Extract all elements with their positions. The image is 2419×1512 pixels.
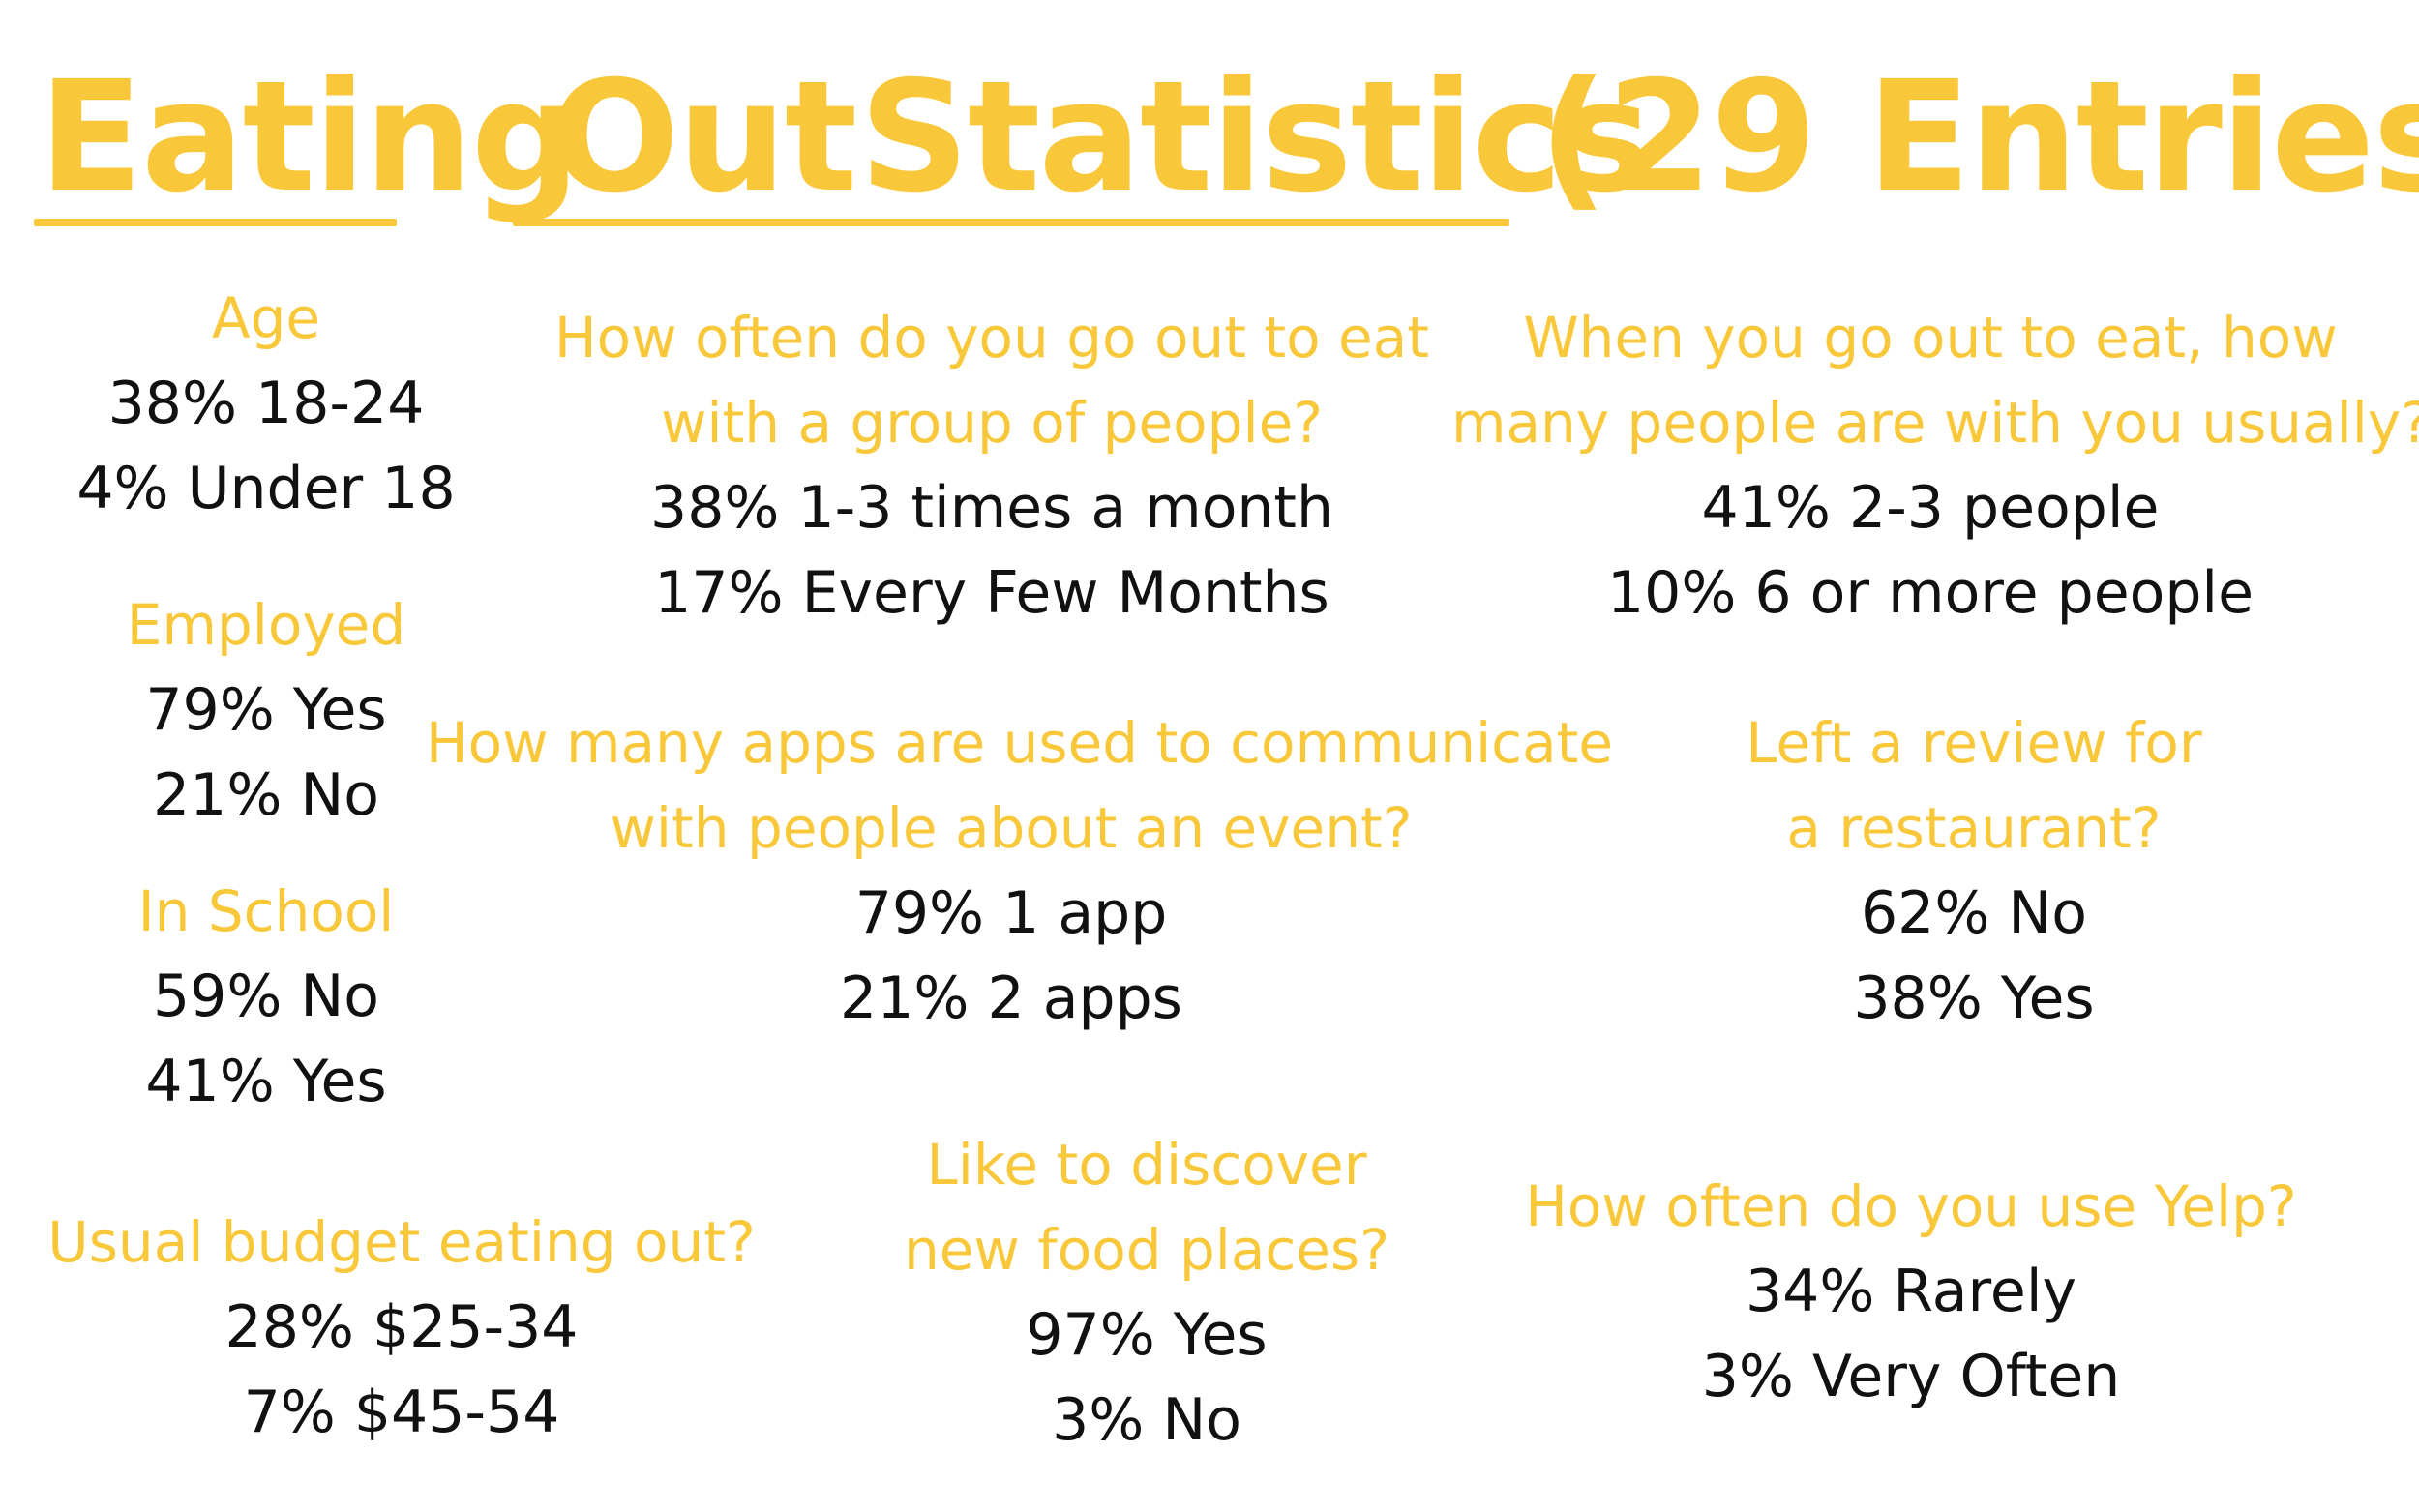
budget-section: Usual budget eating out? 28% $25-34 7% $…: [19, 1200, 784, 1455]
employed-answer-2: 21% No: [152, 761, 380, 829]
group-frequency-question-line-2: with a group of people?: [660, 390, 1324, 456]
review-section: Left a review for a restaurant? 62% No 3…: [1732, 700, 2216, 1041]
discover-question-line-2: new food places?: [903, 1217, 1389, 1283]
in-school-section: In School 59% No 41% Yes: [48, 869, 484, 1124]
apps-section: How many apps are used to communicate wi…: [426, 700, 1614, 1041]
review-answer-1: 62% No: [1860, 879, 2088, 947]
yelp-answer-2: 3% Very Often: [1701, 1343, 2121, 1410]
employed-answer-1: 79% Yes: [145, 676, 387, 744]
budget-question: Usual budget eating out?: [47, 1209, 756, 1275]
discover-answer-2: 3% No: [1052, 1386, 1241, 1454]
employed-section: Employed 79% Yes 21% No: [48, 582, 484, 838]
group-frequency-answer-2: 17% Every Few Months: [654, 559, 1329, 627]
group-frequency-section: How often do you go out to eat with a gr…: [537, 295, 1447, 636]
people-count-question-line-2: many people are with you usually?: [1451, 390, 2419, 456]
in-school-answer-1: 59% No: [152, 963, 380, 1030]
budget-answer-2: 7% $45-54: [243, 1379, 560, 1446]
people-count-answer-2: 10% 6 or more people: [1607, 559, 2254, 627]
people-count-section: When you go out to eat, how many people …: [1451, 295, 2419, 636]
review-question-line-2: a restaurant?: [1786, 795, 2162, 861]
apps-question-line-2: with people about an event?: [610, 795, 1413, 861]
people-count-answer-1: 41% 2-3 people: [1701, 474, 2160, 542]
discover-question-line-1: Like to discover: [926, 1132, 1367, 1198]
title-word-statistics: Statistics: [859, 48, 1652, 226]
discover-answer-1: 97% Yes: [1026, 1301, 1268, 1369]
review-question-line-1: Left a review for: [1746, 710, 2202, 776]
page-title: Eating Out Statistics (29 Entries): [0, 48, 2419, 242]
age-section: Age 38% 18-24 4% Under 18: [48, 276, 484, 531]
apps-answer-1: 79% 1 app: [854, 879, 1168, 947]
employed-question: Employed: [126, 592, 406, 658]
apps-question-line-1: How many apps are used to communicate: [426, 710, 1614, 776]
group-frequency-question-line-1: How often do you go out to eat: [553, 305, 1429, 371]
in-school-answer-2: 41% Yes: [145, 1048, 387, 1115]
yelp-answer-1: 34% Rarely: [1745, 1258, 2076, 1325]
apps-answer-2: 21% 2 apps: [840, 964, 1182, 1032]
review-answer-2: 38% Yes: [1853, 964, 2095, 1032]
budget-answer-1: 28% $25-34: [224, 1293, 579, 1361]
title-underline-1: [34, 219, 397, 226]
group-frequency-answer-1: 38% 1-3 times a month: [650, 474, 1333, 542]
title-underline-2: [513, 219, 1509, 226]
yelp-section: How often do you use Yelp? 34% Rarely 3%…: [1480, 1164, 2342, 1419]
yelp-question: How often do you use Yelp?: [1525, 1173, 2297, 1239]
title-entries-count: (29 Entries): [1538, 48, 2419, 226]
discover-section: Like to discover new food places? 97% Ye…: [871, 1122, 1422, 1463]
title-word-out: Out: [550, 48, 857, 226]
people-count-question-line-1: When you go out to eat, how: [1523, 305, 2338, 371]
in-school-question: In School: [137, 878, 395, 944]
age-question: Age: [211, 285, 321, 351]
age-answer-2: 4% Under 18: [76, 455, 456, 522]
age-answer-1: 38% 18-24: [107, 370, 425, 437]
title-word-eating: Eating: [39, 48, 581, 226]
